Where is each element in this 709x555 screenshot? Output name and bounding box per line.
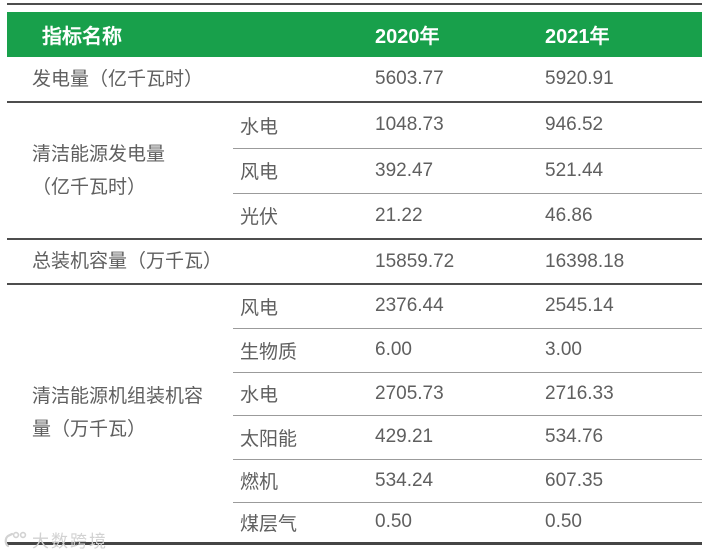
value-2020: 0.50: [375, 502, 545, 545]
table-row-power-gen: 发电量（亿千瓦时） 5603.77 5920.91: [7, 57, 702, 103]
value-2021: 534.76: [545, 415, 702, 460]
header-spacer-cell: [233, 12, 375, 57]
value-2020: 6.00: [375, 328, 545, 373]
table-row-clean-cap-wind: 清洁能源机组装机容 量（万千瓦） 风电 2376.44 2545.14: [7, 284, 702, 545]
watermark: 大数跨境: [4, 527, 108, 552]
value-2021: 946.52: [545, 102, 702, 149]
table-row-total-capacity: 总装机容量（万千瓦） 15859.72 16398.18: [7, 239, 702, 285]
value-2021: 3.00: [545, 328, 702, 373]
value-2021: 607.35: [545, 459, 702, 503]
value-2021: 5920.91: [545, 57, 702, 103]
sub-label: 太阳能: [233, 415, 375, 460]
value-2020: 2376.44: [375, 284, 545, 329]
sub-label: 风电: [233, 148, 375, 194]
value-2021: 521.44: [545, 148, 702, 194]
camera-circles-logo-icon: [4, 531, 27, 547]
row-label: 总装机容量（万千瓦）: [7, 239, 375, 285]
row-label: 发电量（亿千瓦时）: [7, 57, 375, 103]
sub-label: 燃机: [233, 459, 375, 503]
table-row-clean-gen-hydro: 清洁能源发电量 （亿千瓦时） 水电 1048.73 946.52: [7, 102, 702, 240]
value-2020: 392.47: [375, 148, 545, 194]
sub-label: 生物质: [233, 328, 375, 373]
value-2021: 0.50: [545, 502, 702, 545]
table-row-clean-cap-biomass: 生物质 6.00 3.00: [7, 328, 702, 373]
value-2021: 46.86: [545, 193, 702, 240]
table-row-clean-cap-solar: 太阳能 429.21 534.76: [7, 415, 702, 460]
table-row-clean-cap-gas-turbine: 燃机 534.24 607.35: [7, 459, 702, 503]
sub-label: 风电: [233, 284, 375, 329]
value-2020: 21.22: [375, 193, 545, 240]
value-2020: 534.24: [375, 459, 545, 503]
value-2021: 16398.18: [545, 239, 702, 285]
header-2020: 2020年: [375, 12, 545, 57]
watermark-text: 大数跨境: [32, 532, 108, 551]
indicator-table: 指标名称 2020年 2021年 发电量（亿千瓦时） 5603.77 5920.…: [7, 12, 702, 545]
value-2020: 15859.72: [375, 239, 545, 285]
value-2020: 1048.73: [375, 102, 545, 149]
header-2021: 2021年: [545, 12, 702, 57]
value-2021: 2716.33: [545, 372, 702, 416]
header-indicator-name: 指标名称: [7, 12, 233, 57]
value-2020: 2705.73: [375, 372, 545, 416]
value-2021: 2545.14: [545, 284, 702, 329]
sub-label: 光伏: [233, 193, 375, 240]
table-row-clean-cap-coalbed-methane: 煤层气 0.50 0.50: [7, 502, 702, 545]
sub-label: 煤层气: [233, 502, 375, 545]
table-row-clean-cap-hydro: 水电 2705.73 2716.33: [7, 372, 702, 416]
table-row-clean-gen-wind: 风电 392.47 521.44: [7, 148, 702, 194]
group-label-clean-gen: 清洁能源发电量 （亿千瓦时）: [7, 102, 233, 240]
table-header-row: 指标名称 2020年 2021年: [7, 12, 702, 57]
table-row-clean-gen-solar: 光伏 21.22 46.86: [7, 193, 702, 240]
sub-label: 水电: [233, 102, 375, 149]
top-rule-divider: [7, 3, 702, 5]
sub-label: 水电: [233, 372, 375, 416]
group-label-clean-capacity: 清洁能源机组装机容 量（万千瓦）: [7, 284, 233, 545]
value-2020: 429.21: [375, 415, 545, 460]
value-2020: 5603.77: [375, 57, 545, 103]
